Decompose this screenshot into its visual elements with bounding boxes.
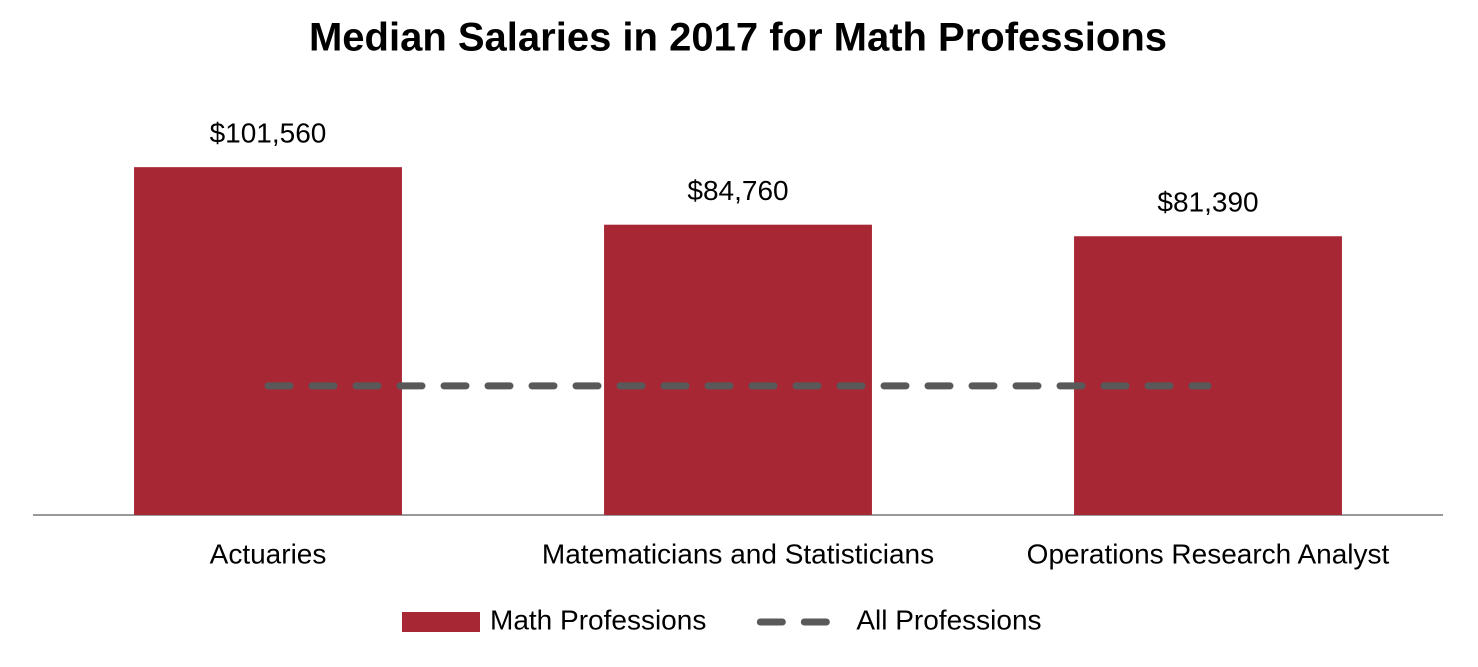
bar [604, 224, 872, 515]
x-tick-label: Matematicians and Statisticians [542, 538, 934, 569]
chart-title: Median Salaries in 2017 for Math Profess… [309, 16, 1167, 60]
data-label: $81,390 [1157, 187, 1258, 218]
bar [134, 167, 402, 516]
legend-label: Math Professions [490, 604, 706, 635]
legend-swatch [402, 612, 480, 632]
x-tick-label: Operations Research Analyst [1027, 538, 1390, 569]
bar [1074, 236, 1342, 515]
x-tick-label: Actuaries [210, 538, 327, 569]
legend-label: All Professions [856, 604, 1041, 635]
data-label: $84,760 [687, 175, 788, 206]
data-label: $101,560 [210, 118, 327, 149]
